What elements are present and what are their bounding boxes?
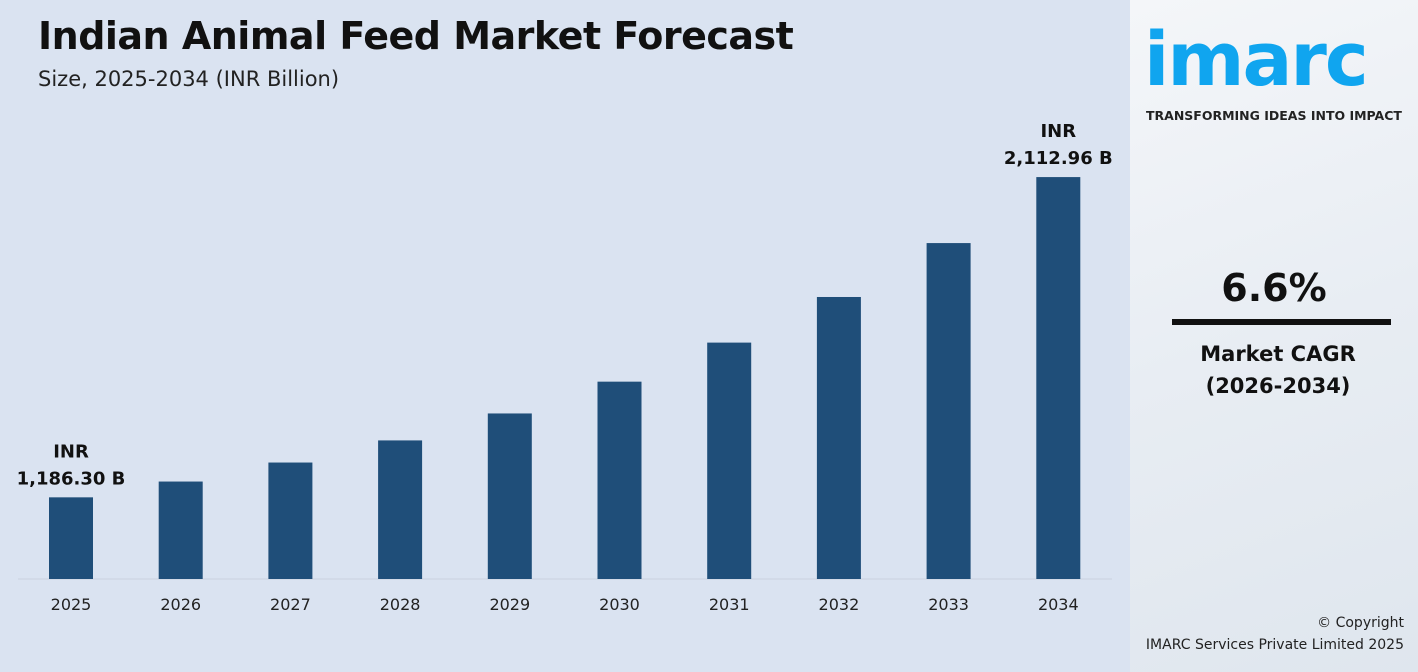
bar-2025 [49,497,93,579]
data-label-currency: INR [1040,121,1076,142]
chart-title: Indian Animal Feed Market Forecast [38,14,794,58]
bar-2029 [487,413,532,579]
x-tick-label: 2034 [1038,595,1079,614]
side-panel: imarc TRANSFORMING IDEAS INTO IMPACT 6.6… [1130,0,1418,672]
cagr-label: Market CAGR [1200,342,1356,366]
cagr-period: (2026-2034) [1205,374,1351,398]
data-label-value: 1,186.30 B [17,468,126,489]
data-label-currency: INR [53,441,89,462]
x-tick-label: 2031 [709,595,750,614]
x-tick-label: 2030 [599,595,640,614]
chart-subtitle: Size, 2025-2034 (INR Billion) [38,67,340,91]
bar-2033 [926,243,971,580]
bar-2034 [1036,177,1081,579]
x-tick-label: 2029 [489,595,530,614]
x-tick-label: 2026 [160,595,201,614]
x-tick-label: 2028 [380,595,421,614]
bar-2028 [378,440,423,579]
data-label-value: 2,112.96 B [1004,148,1113,169]
bar-2027 [268,462,313,579]
x-tick-label: 2025 [51,595,92,614]
bar-2026 [158,481,203,579]
bar-2030 [597,381,642,579]
bar-2032 [816,296,861,579]
imarc-logo: imarc [1144,17,1369,103]
copyright-line: © Copyright [1317,615,1404,631]
cagr-divider [1172,319,1391,325]
cagr-value: 6.6% [1221,266,1327,310]
x-tick-label: 2027 [270,595,311,614]
bar-chart: 2025 INR 1,186.30 B 2026 2027 2028 2029 2030 203… [17,121,1113,614]
copyright-company: IMARC Services Private Limited 2025 [1145,637,1404,653]
x-tick-label: 2033 [928,595,969,614]
bar-2031 [707,342,752,579]
brand-tagline: TRANSFORMING IDEAS INTO IMPACT [1146,108,1402,123]
x-tick-label: 2032 [819,595,860,614]
